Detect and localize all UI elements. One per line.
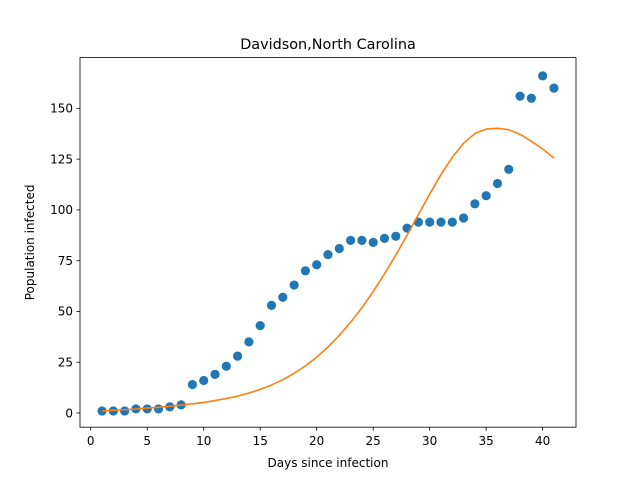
data-point [379, 233, 390, 243]
x-tick-label: 5 [143, 434, 151, 448]
data-point [153, 404, 164, 414]
data-point [289, 280, 299, 290]
data-point [357, 235, 367, 245]
data-point [391, 231, 401, 241]
x-tick-label: 10 [196, 434, 211, 448]
x-axis: 0 5 10 15 20 25 30 35 40 [87, 427, 550, 448]
data-point [278, 292, 288, 302]
y-tick-label: 100 [50, 203, 73, 217]
data-point [504, 164, 514, 174]
x-tick-label: 35 [479, 434, 494, 448]
data-point [187, 379, 198, 390]
data-point [425, 217, 435, 227]
x-tick-label: 40 [535, 434, 550, 448]
data-point [244, 337, 254, 347]
data-point [470, 199, 480, 209]
data-point [300, 266, 311, 276]
data-point [233, 351, 243, 361]
data-point [345, 235, 356, 245]
data-point [526, 93, 536, 103]
data-point [334, 243, 344, 254]
data-point [221, 361, 231, 371]
y-tick-label: 0 [65, 406, 73, 420]
data-point [538, 71, 548, 81]
data-point [515, 91, 525, 101]
y-tick-label: 25 [58, 356, 73, 370]
data-point [312, 260, 322, 270]
data-point [255, 321, 265, 331]
data-point [549, 83, 559, 93]
data-point [266, 300, 277, 310]
y-tick-label: 50 [58, 305, 73, 319]
data-point [142, 404, 152, 414]
data-point [458, 213, 469, 223]
y-tick-label: 125 [50, 152, 73, 166]
data-point [199, 375, 209, 386]
data-point [492, 178, 503, 189]
x-tick-label: 20 [309, 434, 324, 448]
y-tick-label: 75 [58, 254, 73, 268]
plot-area [97, 71, 559, 416]
data-point [323, 249, 333, 260]
y-axis: 0 25 50 75 100 125 150 [50, 102, 80, 420]
x-axis-title: Days since infection [268, 456, 389, 470]
data-point [481, 191, 491, 201]
fit-curve-line [101, 127, 555, 412]
data-point [120, 406, 130, 416]
data-point [436, 217, 446, 227]
x-tick-label: 0 [87, 434, 95, 448]
x-tick-label: 15 [253, 434, 268, 448]
y-axis-title: Population infected [23, 185, 37, 301]
axes-frame [79, 57, 577, 428]
data-point [368, 237, 378, 247]
scatter-series [97, 71, 559, 416]
y-tick-label: 150 [50, 102, 73, 116]
x-tick-label: 25 [366, 434, 381, 448]
chart-title: Davidson,North Carolina [240, 37, 416, 53]
data-point [447, 217, 457, 227]
data-point [210, 369, 220, 379]
x-tick-label: 30 [422, 434, 437, 448]
